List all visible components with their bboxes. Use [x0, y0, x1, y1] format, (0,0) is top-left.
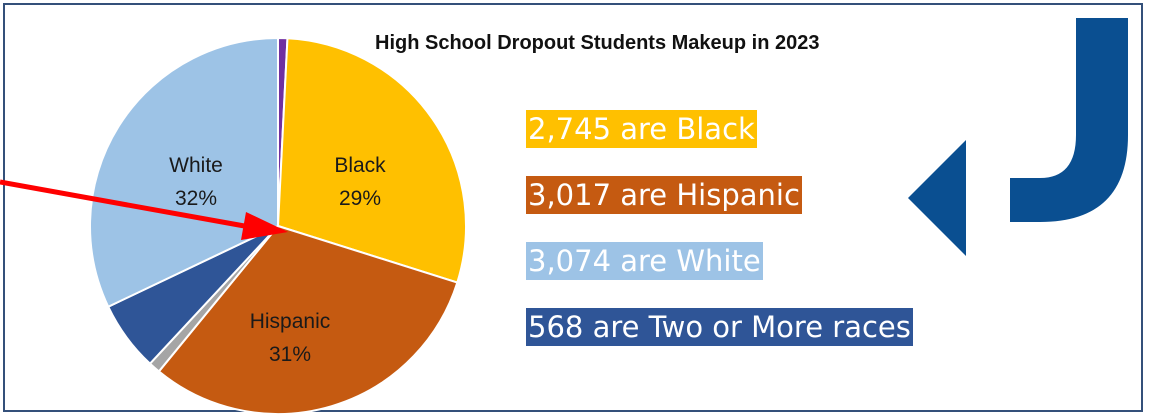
chart-frame [3, 3, 1143, 412]
pie-slice-white [89, 36, 279, 309]
pie-slices [89, 36, 467, 415]
stat-black: 2,745 are Black [526, 110, 757, 148]
stat-hispanic: 3,017 are Hispanic [526, 176, 802, 214]
slice-label-black: Black [334, 154, 386, 177]
slice-pct-black: 29% [339, 187, 381, 210]
slice-label-white: White [169, 154, 223, 177]
slice-pct-hispanic: 31% [269, 343, 311, 366]
chart-title: High School Dropout Students Makeup in 2… [375, 32, 820, 54]
stat-two-or-more: 568 are Two or More races [526, 308, 913, 346]
slice-pct-white: 32% [175, 187, 217, 210]
curved-arrow-icon [908, 18, 1128, 256]
pie-labels: Black 29% Hispanic 31% White 32% [169, 154, 386, 366]
pie-slice-black [276, 37, 467, 284]
slice-label-hispanic: Hispanic [250, 310, 331, 333]
red-pointer-arrow [0, 179, 288, 240]
stat-white: 3,074 are White [526, 242, 763, 280]
pie-slice-hispanic [157, 224, 459, 415]
